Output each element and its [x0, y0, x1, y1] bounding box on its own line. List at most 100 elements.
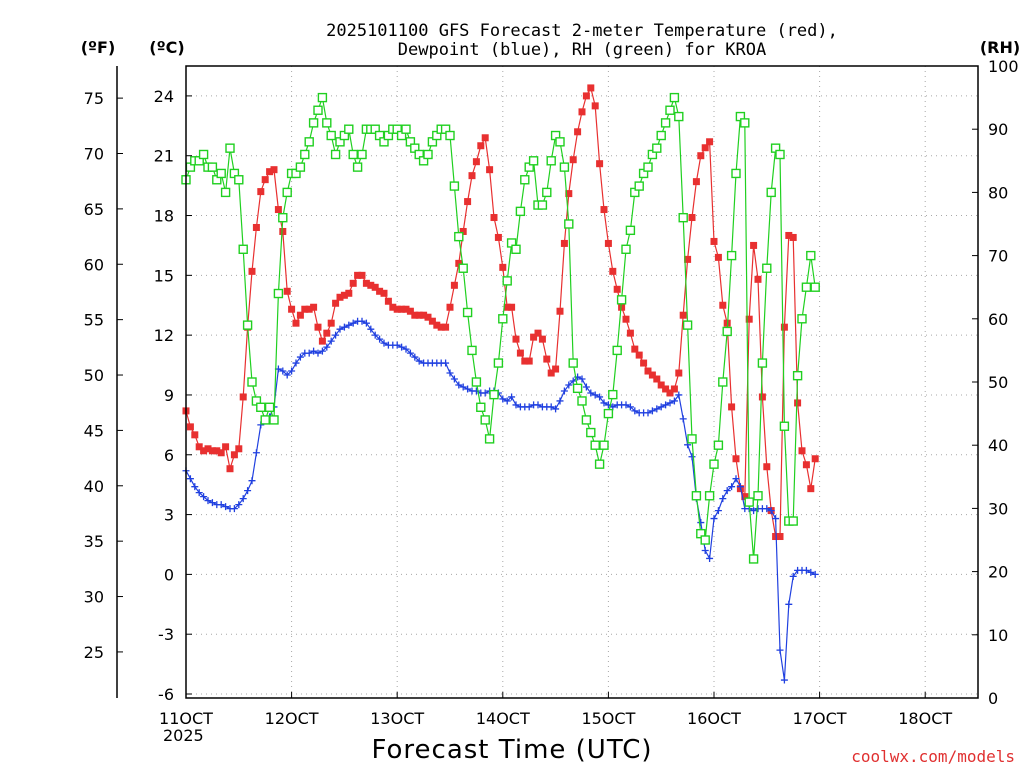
x-tick-label: 12OCT: [265, 709, 319, 728]
rh-point: [242, 320, 253, 330]
dewpoint-point: [552, 405, 560, 413]
rh-point: [700, 535, 710, 545]
rh-tick-label: 10: [988, 626, 1008, 645]
dewpoint-point: [701, 546, 709, 554]
rh-point: [546, 156, 556, 166]
rh-point: [590, 440, 600, 450]
rh-point: [313, 105, 323, 115]
temperature-point: [692, 178, 700, 186]
rh-point: [652, 143, 662, 153]
dewpoint-point: [657, 403, 665, 411]
x-tick-label: 16OCT: [687, 709, 741, 728]
dewpoint-point: [556, 397, 564, 405]
rh-point: [401, 124, 411, 134]
temperature-point: [398, 305, 406, 313]
rh-point: [471, 377, 482, 387]
series-line-temperature: [185, 86, 816, 538]
dewpoint-point: [402, 345, 410, 353]
rh-point: [264, 402, 275, 412]
dewpoint-point: [336, 325, 344, 333]
temperature-point: [301, 305, 309, 313]
temperature-point: [288, 305, 296, 313]
credit-label: coolwx.com/models: [851, 747, 1015, 766]
rh-point: [484, 434, 495, 444]
dewpoint-point: [455, 381, 463, 389]
dewpoint-point: [450, 375, 458, 383]
rh-point: [748, 554, 759, 564]
temperature-point: [591, 102, 599, 110]
fahrenheit-tick-label: 70: [84, 145, 104, 164]
dewpoint-point: [578, 375, 586, 383]
temperature-point: [754, 275, 762, 283]
dewpoint-point: [481, 389, 489, 397]
temperature-point: [741, 493, 749, 501]
temperature-point: [569, 156, 577, 164]
dewpoint-point: [464, 385, 472, 393]
series-line-dewpoint: [185, 320, 816, 681]
temperature-point: [380, 289, 388, 297]
dewpoint-point: [560, 387, 568, 395]
dewpoint-point: [719, 495, 727, 503]
temperature-point: [371, 283, 379, 291]
dewpoint-point: [398, 343, 406, 351]
celsius-tick-label: 0: [164, 565, 174, 584]
rh-point: [269, 415, 279, 425]
dewpoint-point: [582, 383, 590, 391]
temperature-point: [604, 239, 612, 247]
temperature-point: [248, 267, 256, 275]
dewpoint-point: [653, 405, 661, 413]
dewpoint-point: [217, 501, 225, 509]
rh-point: [520, 175, 530, 185]
fahrenheit-tick-label: 75: [84, 89, 104, 108]
temperature-point: [393, 305, 401, 313]
temperature-point: [305, 305, 313, 313]
fahrenheit-tick-label: 55: [84, 311, 104, 330]
dewpoint-point: [525, 403, 533, 411]
temperature-point: [266, 168, 274, 176]
dewpoint-point: [662, 401, 670, 409]
temperature-point: [622, 315, 630, 323]
temperature-point: [213, 447, 221, 455]
temperature-point: [609, 267, 617, 275]
rh-point: [278, 212, 288, 223]
dewpoint-point: [631, 407, 639, 415]
dewpoint-point: [688, 453, 696, 461]
temperature-point: [750, 241, 758, 249]
temperature-point: [512, 335, 520, 343]
temperature-point: [547, 369, 555, 377]
rh-point: [762, 263, 772, 273]
dewpoint-point: [569, 377, 577, 385]
rh-point: [220, 187, 231, 198]
temperature-point: [578, 108, 586, 116]
dewpoint-point: [367, 325, 375, 333]
dewpoint-point: [318, 347, 326, 355]
temperature-point: [635, 351, 643, 359]
temperature-point: [785, 231, 793, 239]
rh-point: [537, 200, 548, 210]
dewpoint-point: [732, 475, 740, 483]
temperature-point: [310, 303, 318, 311]
dewpoint-point: [362, 319, 370, 327]
temperature-point: [345, 289, 353, 297]
rh-point: [282, 187, 292, 198]
dewpoint-point: [772, 515, 780, 523]
rh-point: [198, 149, 209, 160]
dewpoint-point: [204, 497, 212, 505]
dewpoint-point: [723, 487, 731, 495]
temperature-point: [376, 287, 384, 295]
temperature-point: [794, 399, 802, 407]
dewpoint-point: [279, 367, 287, 375]
temperature-point: [420, 311, 428, 319]
celsius-tick-label: 15: [154, 266, 174, 285]
dewpoint-point: [565, 381, 573, 389]
gridlines: [185, 66, 978, 698]
temperature-point: [745, 315, 753, 323]
temperature-point: [349, 279, 357, 287]
celsius-tick-label: 21: [154, 147, 174, 166]
temperature-point: [534, 329, 542, 337]
rh-point: [348, 149, 358, 160]
temperature-point: [587, 84, 595, 92]
temperature-point: [556, 307, 564, 315]
temperature-point: [631, 345, 639, 353]
temperature-point: [367, 281, 375, 289]
